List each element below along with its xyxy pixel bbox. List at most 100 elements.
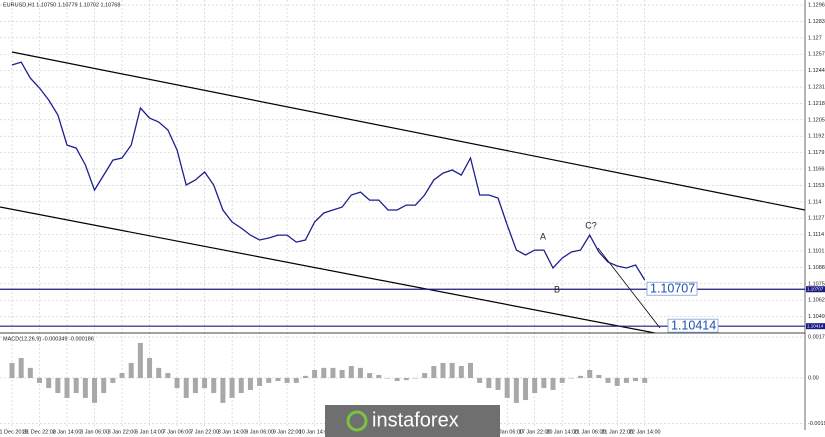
histogram-bar xyxy=(183,377,189,398)
x-tick-label: 3 Jan 22:00 xyxy=(108,429,137,435)
indicator-title: MACD(12,26,9) -0.000349 -0.000186 xyxy=(3,336,94,342)
histogram-bar xyxy=(468,362,473,378)
x-tick-label: 17 Jan 06:00 xyxy=(491,429,523,435)
y-tick-label: 1.127 xyxy=(808,35,822,41)
histogram-bar xyxy=(532,377,538,394)
histogram-bar xyxy=(147,358,153,378)
histogram-bar xyxy=(587,369,593,378)
y-tick-label: 1.1244 xyxy=(808,68,825,74)
histogram-bar xyxy=(9,362,15,378)
y-tick-label: 1.1088 xyxy=(808,265,825,271)
histogram-bar xyxy=(486,377,492,389)
histogram-bar xyxy=(284,377,290,383)
histogram-bar xyxy=(73,377,79,394)
x-tick-label: 22 Jan 14:00 xyxy=(629,429,661,435)
histogram-bar xyxy=(403,377,409,381)
histogram-bar xyxy=(27,367,33,378)
watermark-logo xyxy=(346,410,368,432)
histogram-bar xyxy=(37,377,43,383)
histogram-bar xyxy=(578,375,584,378)
histogram-bar xyxy=(605,377,611,383)
histogram-bar xyxy=(339,369,345,378)
y-tick-label: 1.1114 xyxy=(808,232,824,238)
y-tick-label: 1.1283 xyxy=(808,19,825,25)
histogram-bar xyxy=(18,358,24,378)
histogram-bar xyxy=(247,377,253,390)
histogram-bar xyxy=(633,377,639,382)
level-tag xyxy=(806,323,825,330)
x-tick-label: 6 Jan 14:00 xyxy=(135,429,164,435)
price-line xyxy=(11,61,646,281)
histogram-bar xyxy=(238,377,244,394)
x-tick-label: 10 Jan 14:00 xyxy=(299,429,331,435)
histogram-bar xyxy=(192,377,198,394)
histogram-bar xyxy=(92,377,98,403)
wave-label: C? xyxy=(585,220,597,230)
level-label: 1.10707 xyxy=(650,282,695,296)
level-box xyxy=(667,318,719,333)
histogram-bar xyxy=(458,366,464,378)
histogram-bar xyxy=(174,377,180,389)
watermark-text: instaforex xyxy=(372,409,459,431)
histogram-bar xyxy=(119,373,125,378)
y-tick-label: 1.1062 xyxy=(808,298,825,304)
histogram-bar xyxy=(523,377,529,401)
watermark: instaforex xyxy=(325,405,500,437)
y-tick-label: 1.1179 xyxy=(808,150,824,156)
y-tick-label: 1.1205 xyxy=(808,117,825,123)
histogram-bar xyxy=(312,369,318,378)
histogram-bar xyxy=(513,377,519,403)
histogram-bar xyxy=(568,377,574,379)
channel-lower xyxy=(0,206,656,334)
y-tick-label: 1.1049 xyxy=(808,314,825,320)
histogram-bar xyxy=(477,377,483,383)
x-tick-label: 31 Dec 22:00 xyxy=(23,429,56,435)
histogram-bar xyxy=(348,366,354,378)
y-tick-label: 1.1075 xyxy=(808,281,825,287)
level-tag-label: 1.10707 xyxy=(807,286,824,291)
y-tick-label: 1.1218 xyxy=(808,101,825,107)
histogram-bar xyxy=(330,367,336,378)
histogram-bar xyxy=(257,377,263,386)
y-tick-label: 1.1127 xyxy=(808,216,824,222)
x-tick-label: 3 Jan 06:00 xyxy=(80,429,109,435)
histogram-bar xyxy=(431,366,437,378)
projection-line xyxy=(597,247,661,329)
histogram-bar xyxy=(321,367,327,378)
x-tick-label: 9 Jan 06:00 xyxy=(245,429,274,435)
histogram-bar xyxy=(137,342,143,378)
y-tick-label: 1.114 xyxy=(808,199,821,205)
histogram-bar xyxy=(394,377,400,382)
histogram-bar xyxy=(440,362,446,378)
histogram-bar xyxy=(202,377,208,389)
watermark-box xyxy=(325,405,500,437)
histogram-bar xyxy=(128,362,134,378)
level-tag-label: 1.10414 xyxy=(807,323,824,328)
y-tick-label: 1.1257 xyxy=(808,52,825,58)
histogram-bar xyxy=(495,377,501,390)
histogram-bar xyxy=(623,377,629,383)
histogram-bar xyxy=(412,377,418,379)
level-tag xyxy=(806,286,825,293)
histogram-bar xyxy=(101,377,107,394)
wave-label: A xyxy=(540,231,546,241)
histogram-bar xyxy=(55,377,61,394)
x-tick-label: 7 Jan 22:00 xyxy=(190,429,219,435)
x-tick-label: 20 Jan 14:00 xyxy=(546,429,578,435)
y-tick-label: 0.00 xyxy=(808,375,819,381)
histogram-bar xyxy=(64,377,70,398)
x-tick-label: 21 Jan 06:00 xyxy=(574,429,606,435)
wave-label: B xyxy=(554,284,560,294)
channel-upper xyxy=(11,51,806,211)
histogram-bar xyxy=(82,377,88,398)
histogram-bar xyxy=(422,373,428,378)
histogram-bar xyxy=(541,377,547,389)
histogram-bar xyxy=(376,374,382,378)
histogram-bar xyxy=(367,373,373,378)
histogram-bar xyxy=(165,373,171,378)
x-tick-label: 9 Jan 22:00 xyxy=(273,429,302,435)
x-tick-label: 2 Jan 14:00 xyxy=(53,429,82,435)
x-tick-label: 17 Jan 22:00 xyxy=(519,429,551,435)
level-box xyxy=(646,281,698,296)
